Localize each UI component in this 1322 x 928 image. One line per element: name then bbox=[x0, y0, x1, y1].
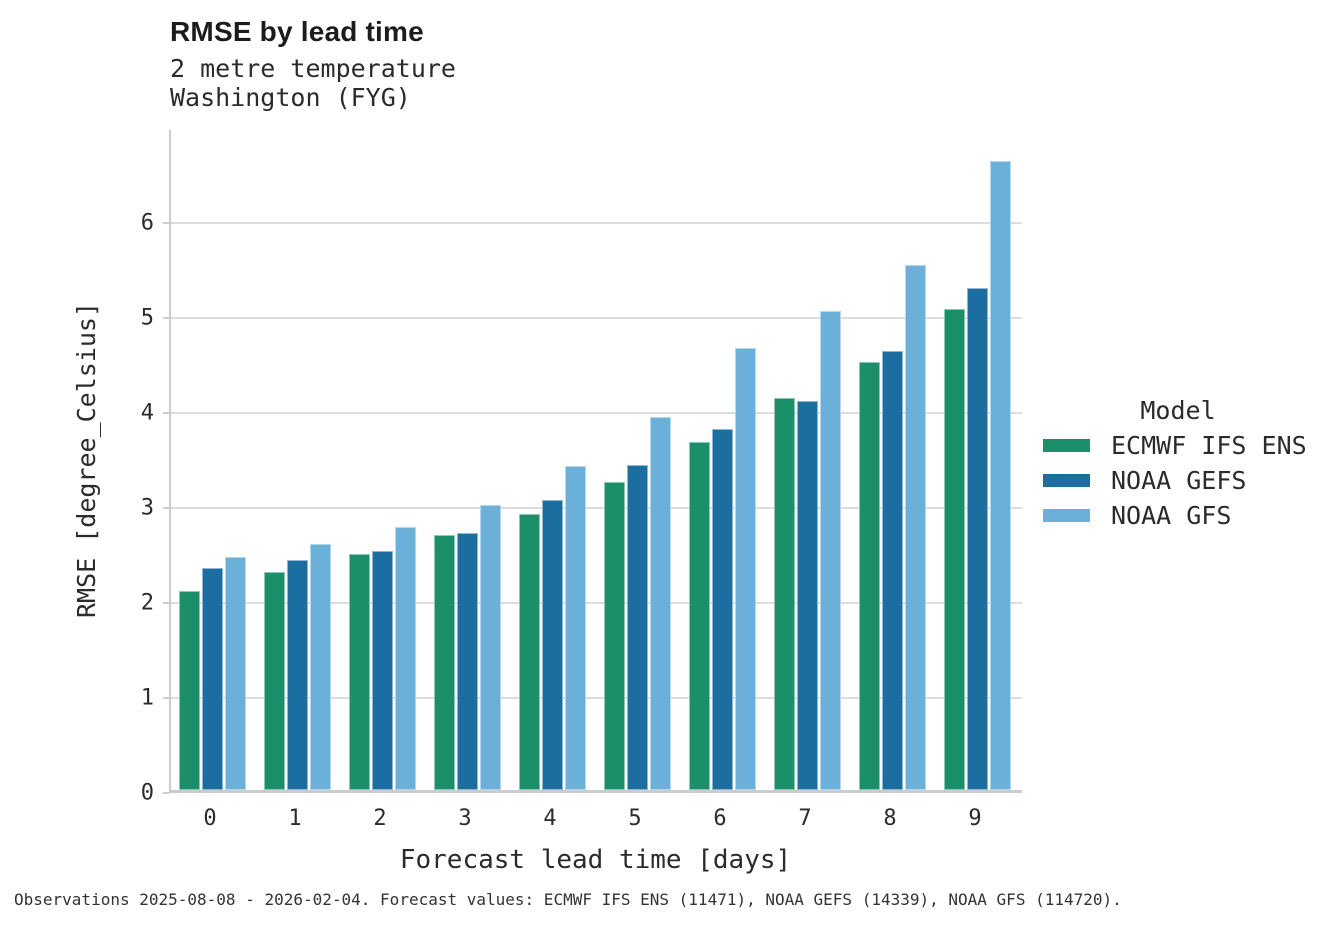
legend-entry-noaa-gfs: NOAA GFS bbox=[1043, 501, 1313, 530]
bar-ecmwf-ifs-ens-lead-4 bbox=[518, 514, 540, 790]
y-tick-label: 6 bbox=[140, 210, 154, 236]
bar-ecmwf-ifs-ens-lead-5 bbox=[603, 482, 625, 790]
bar-noaa-gefs-lead-2 bbox=[371, 551, 393, 790]
legend-swatch-icon bbox=[1043, 473, 1090, 487]
bar-noaa-gfs-lead-4 bbox=[564, 466, 586, 790]
gridline bbox=[171, 507, 1022, 509]
bar-ecmwf-ifs-ens-lead-1 bbox=[263, 572, 285, 790]
legend-label: ECMWF IFS ENS bbox=[1111, 430, 1307, 460]
x-axis-tick-labels: 0 1 2 3 4 5 6 7 8 9 bbox=[169, 806, 1022, 836]
legend-label: NOAA GEFS bbox=[1111, 465, 1247, 495]
gridline bbox=[171, 412, 1022, 414]
y-axis-tick-labels: 0 1 2 3 4 5 6 bbox=[110, 130, 154, 806]
y-tick-mark bbox=[163, 602, 169, 604]
bar-group-lead-3 bbox=[433, 505, 501, 790]
gridline bbox=[171, 317, 1022, 319]
y-tick-label: 5 bbox=[140, 305, 154, 331]
bar-noaa-gefs-lead-7 bbox=[796, 401, 818, 790]
bar-group-lead-0 bbox=[178, 557, 246, 790]
x-tick-label: 4 bbox=[543, 806, 557, 831]
y-tick-label: 1 bbox=[140, 685, 154, 711]
x-tick-label: 0 bbox=[203, 806, 217, 831]
legend-swatch-icon bbox=[1043, 508, 1090, 522]
legend-entry-noaa-gefs: NOAA GEFS bbox=[1043, 466, 1313, 495]
bar-noaa-gefs-lead-1 bbox=[286, 560, 308, 790]
bar-group-lead-6 bbox=[688, 348, 756, 790]
chart-subtitle-variable: 2 metre temperature bbox=[170, 54, 456, 83]
bar-noaa-gfs-lead-6 bbox=[734, 348, 756, 790]
bar-group-lead-4 bbox=[518, 466, 586, 790]
plot-area bbox=[163, 130, 1022, 794]
bar-ecmwf-ifs-ens-lead-9 bbox=[943, 309, 965, 790]
y-tick-mark bbox=[163, 507, 169, 509]
legend-swatch-icon bbox=[1043, 438, 1090, 452]
y-tick-mark bbox=[163, 697, 169, 699]
x-axis-title: Forecast lead time [days] bbox=[399, 845, 792, 875]
bar-group-lead-7 bbox=[773, 311, 841, 790]
bar-group-lead-8 bbox=[858, 265, 926, 790]
x-tick-label: 7 bbox=[798, 806, 812, 831]
bar-ecmwf-ifs-ens-lead-0 bbox=[178, 591, 200, 790]
bar-noaa-gfs-lead-2 bbox=[394, 527, 416, 790]
legend: Model ECMWF IFS ENS NOAA GEFS NOAA GFS bbox=[1043, 396, 1313, 540]
chart-subtitle-location: Washington (FYG) bbox=[170, 83, 411, 112]
chart-header: RMSE by lead time 2 metre temperature Wa… bbox=[170, 16, 456, 112]
bar-noaa-gfs-lead-9 bbox=[989, 161, 1011, 790]
bar-group-lead-1 bbox=[263, 544, 331, 790]
bar-noaa-gefs-lead-4 bbox=[541, 500, 563, 790]
chart-title: RMSE by lead time bbox=[170, 16, 424, 47]
bar-noaa-gfs-lead-1 bbox=[309, 544, 331, 790]
y-tick-mark bbox=[163, 792, 169, 794]
legend-entry-ecmwf-ifs-ens: ECMWF IFS ENS bbox=[1043, 431, 1313, 460]
legend-title: Model bbox=[1140, 396, 1216, 425]
x-tick-label: 8 bbox=[883, 806, 897, 831]
footnote: Observations 2025-08-08 - 2026-02-04. Fo… bbox=[14, 890, 1122, 909]
bar-noaa-gefs-lead-0 bbox=[201, 568, 223, 790]
x-tick-label: 6 bbox=[713, 806, 727, 831]
x-tick-label: 1 bbox=[288, 806, 302, 831]
bar-noaa-gfs-lead-0 bbox=[224, 557, 246, 790]
y-tick-label: 4 bbox=[140, 400, 154, 426]
bar-ecmwf-ifs-ens-lead-3 bbox=[433, 535, 455, 790]
bar-ecmwf-ifs-ens-lead-8 bbox=[858, 362, 880, 790]
y-tick-label: 3 bbox=[140, 495, 154, 521]
x-tick-label: 9 bbox=[968, 806, 982, 831]
bar-ecmwf-ifs-ens-lead-6 bbox=[688, 442, 710, 790]
bar-group-lead-5 bbox=[603, 417, 671, 790]
x-tick-label: 5 bbox=[628, 806, 642, 831]
gridline bbox=[171, 602, 1022, 604]
bar-noaa-gfs-lead-5 bbox=[649, 417, 671, 790]
bar-group-lead-9 bbox=[943, 161, 1011, 790]
bar-noaa-gfs-lead-7 bbox=[819, 311, 841, 790]
y-tick-label: 2 bbox=[140, 590, 154, 616]
y-tick-label: 0 bbox=[140, 780, 154, 806]
y-tick-mark bbox=[163, 222, 169, 224]
gridline bbox=[171, 697, 1022, 699]
bar-noaa-gfs-lead-3 bbox=[479, 505, 501, 790]
bar-noaa-gefs-lead-3 bbox=[456, 533, 478, 790]
bar-noaa-gfs-lead-8 bbox=[904, 265, 926, 790]
bar-noaa-gefs-lead-5 bbox=[626, 465, 648, 790]
y-tick-mark bbox=[163, 412, 169, 414]
x-tick-label: 3 bbox=[458, 806, 472, 831]
bar-noaa-gefs-lead-6 bbox=[711, 429, 733, 790]
bar-noaa-gefs-lead-9 bbox=[966, 288, 988, 790]
y-tick-mark bbox=[163, 317, 169, 319]
bar-noaa-gefs-lead-8 bbox=[881, 351, 903, 790]
bar-ecmwf-ifs-ens-lead-7 bbox=[773, 398, 795, 790]
gridline bbox=[171, 222, 1022, 224]
bar-group-lead-2 bbox=[348, 527, 416, 790]
x-tick-label: 2 bbox=[373, 806, 387, 831]
bar-ecmwf-ifs-ens-lead-2 bbox=[348, 554, 370, 790]
legend-label: NOAA GFS bbox=[1111, 500, 1232, 530]
